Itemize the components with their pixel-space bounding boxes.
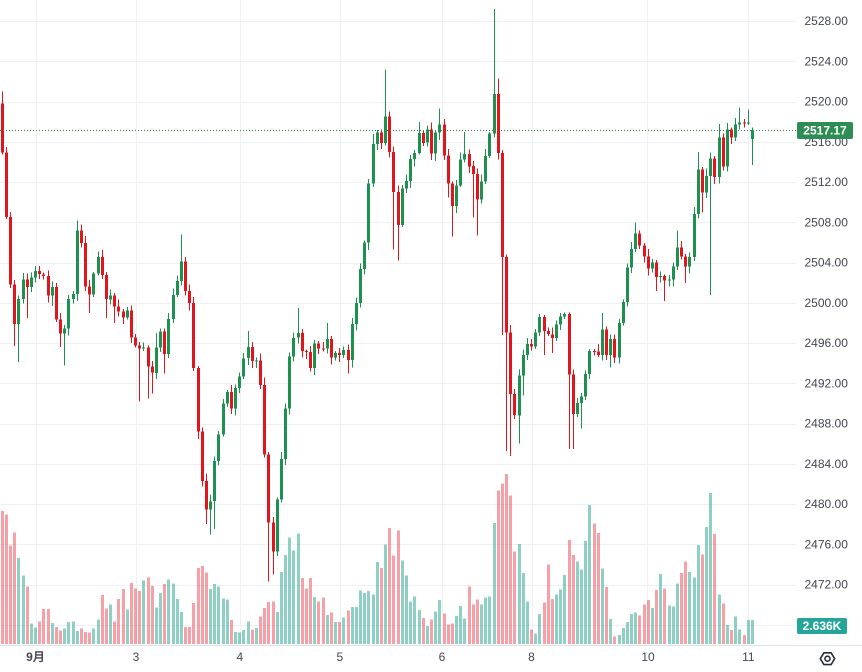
svg-text:2480.00: 2480.00	[805, 497, 849, 511]
svg-text:6: 6	[439, 650, 446, 664]
svg-text:4: 4	[236, 650, 243, 664]
svg-text:2520.00: 2520.00	[805, 95, 849, 109]
svg-text:2484.00: 2484.00	[805, 457, 849, 471]
svg-text:10: 10	[641, 650, 655, 664]
svg-text:2472.00: 2472.00	[805, 578, 849, 592]
svg-text:2512.00: 2512.00	[805, 175, 849, 189]
svg-text:2476.00: 2476.00	[805, 537, 849, 551]
svg-text:2492.00: 2492.00	[805, 376, 849, 390]
svg-text:2500.00: 2500.00	[805, 296, 849, 310]
svg-text:2496.00: 2496.00	[805, 336, 849, 350]
svg-text:3: 3	[133, 650, 140, 664]
svg-text:11: 11	[742, 650, 755, 664]
svg-text:2508.00: 2508.00	[805, 215, 849, 229]
svg-text:9月: 9月	[26, 650, 45, 664]
svg-text:2517.17: 2517.17	[803, 124, 847, 138]
svg-text:2.636K: 2.636K	[803, 619, 842, 633]
svg-text:2524.00: 2524.00	[805, 54, 849, 68]
svg-text:2488.00: 2488.00	[805, 417, 849, 431]
svg-text:8: 8	[528, 650, 535, 664]
svg-text:2504.00: 2504.00	[805, 256, 849, 270]
svg-text:5: 5	[336, 650, 343, 664]
svg-text:2528.00: 2528.00	[805, 14, 849, 28]
